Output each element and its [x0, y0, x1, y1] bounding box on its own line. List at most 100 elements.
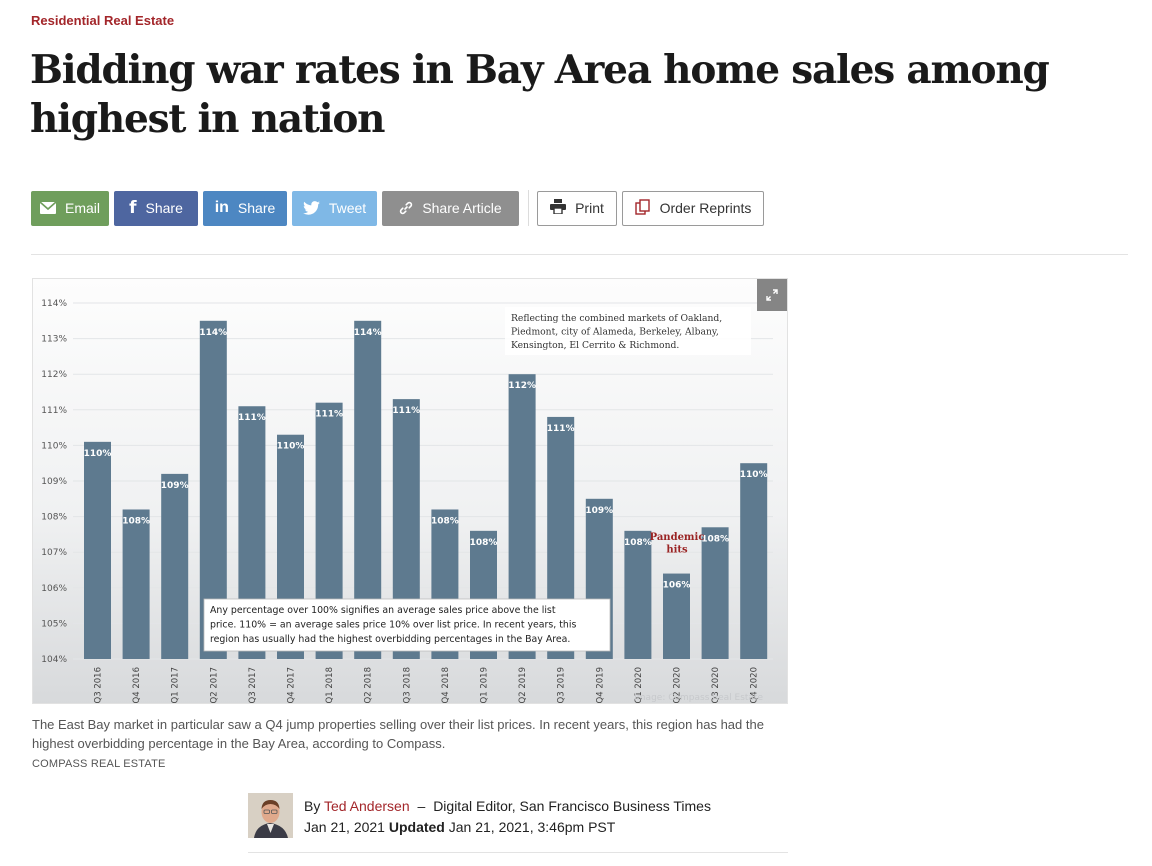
x-tick-label: Q1 2019: [480, 667, 490, 703]
x-tick-label: Q1 2020: [634, 667, 644, 703]
expand-icon: [765, 288, 779, 302]
updated-date: Jan 21, 2021, 3:46pm PST: [448, 819, 616, 835]
share-toolbar: Email f Share in Share Tweet Share Artic…: [31, 190, 769, 226]
y-tick-label: 105%: [41, 619, 67, 629]
byline-author-line: By Ted Andersen – Digital Editor, San Fr…: [304, 798, 711, 814]
data-label: 112%: [508, 381, 536, 391]
x-tick-label: Q4 2017: [287, 667, 297, 703]
x-tick-label: Q4 2016: [132, 667, 142, 703]
section-kicker[interactable]: Residential Real Estate: [31, 13, 175, 28]
y-tick-label: 111%: [41, 406, 67, 416]
top-note-text: Kensington, El Cerrito & Richmond.: [511, 340, 679, 351]
facebook-share-button[interactable]: f Share: [114, 190, 198, 226]
twitter-bird-icon: [302, 201, 320, 215]
print-button[interactable]: Print: [537, 190, 617, 226]
x-tick-label: Q2 2020: [673, 667, 683, 703]
data-label: 110%: [84, 449, 112, 459]
byline-dash: –: [417, 798, 426, 814]
data-label: 110%: [740, 470, 768, 480]
bidding-war-chart: 110% 108% 109% 114% 111% 110% 111% 114% 111% 108%…: [33, 279, 787, 703]
twitter-share-button[interactable]: Tweet: [292, 190, 377, 226]
data-label: 106%: [663, 581, 691, 591]
byline-date-line: Jan 21, 2021 Updated Jan 21, 2021, 3:46p…: [304, 819, 615, 835]
author-link[interactable]: Ted Andersen: [323, 798, 410, 814]
pandemic-annotation: hits: [666, 545, 688, 556]
bottom-note-text: price. 110% = an average sales price 10%…: [210, 620, 576, 631]
data-label: 109%: [161, 481, 189, 491]
top-note-text: Reflecting the combined markets of Oakla…: [511, 313, 722, 324]
email-share-label: Email: [64, 200, 100, 216]
data-label: 109%: [585, 506, 613, 516]
y-tick-label: 104%: [41, 655, 67, 665]
data-label: 108%: [701, 534, 729, 544]
email-share-button[interactable]: Email: [31, 190, 109, 226]
figure-caption: The East Bay market in particular saw a …: [32, 717, 764, 751]
data-label: 114%: [354, 328, 382, 338]
bar: [84, 441, 111, 659]
share-article-button[interactable]: Share Article: [382, 190, 519, 226]
top-note-box: [505, 307, 751, 355]
linkedin-share-button[interactable]: in Share: [203, 190, 287, 226]
order-reprints-button[interactable]: Order Reprints: [622, 190, 764, 226]
y-tick-label: 108%: [41, 513, 67, 523]
data-label: 108%: [122, 516, 150, 526]
figure-credit: COMPASS REAL ESTATE: [32, 758, 166, 770]
published-date: Jan 21, 2021: [304, 819, 385, 835]
y-tick-label: 114%: [41, 299, 67, 309]
author-avatar[interactable]: [248, 793, 293, 838]
y-tick-label: 106%: [41, 584, 67, 594]
x-tick-label: Q4 2020: [750, 667, 760, 703]
y-tick-label: 109%: [41, 477, 67, 487]
section-divider: [31, 254, 1128, 255]
x-tick-label: Q3 2017: [248, 667, 258, 703]
bottom-note-text: Any percentage over 100% signifies an av…: [210, 605, 556, 616]
byline: By Ted Andersen – Digital Editor, San Fr…: [248, 793, 788, 853]
data-label: 108%: [431, 516, 459, 526]
facebook-icon: f: [129, 198, 137, 218]
pandemic-annotation: Pandemic: [650, 532, 705, 543]
x-tick-label: Q1 2017: [171, 667, 181, 703]
x-tick-label: Q3 2019: [557, 667, 567, 703]
copy-icon: [634, 198, 651, 218]
data-label: 108%: [470, 538, 498, 548]
data-label: 111%: [547, 424, 575, 434]
twitter-share-label: Tweet: [328, 200, 367, 216]
linkedin-share-label: Share: [237, 200, 276, 216]
bottom-note-text: region has usually had the highest overb…: [210, 634, 570, 645]
envelope-icon: [39, 202, 56, 214]
bottom-note-box: [203, 598, 611, 652]
y-tick-label: 110%: [41, 441, 67, 451]
facebook-share-label: Share: [145, 200, 183, 216]
author-role: Digital Editor, San Francisco Business T…: [433, 798, 711, 814]
image-watermark: Image: Compass Real Estate: [634, 693, 763, 703]
bar: [740, 463, 768, 659]
x-tick-label: Q2 2019: [518, 667, 528, 703]
expand-image-button[interactable]: [757, 279, 787, 311]
top-note-text: Piedmont, city of Alameda, Berkeley, Alb…: [511, 327, 719, 338]
print-label: Print: [575, 200, 604, 216]
y-tick-label: 112%: [41, 370, 67, 380]
updated-label: Updated: [388, 819, 445, 835]
x-tick-label: Q3 2018: [402, 667, 412, 703]
bar: [122, 509, 150, 659]
printer-icon: [550, 199, 567, 217]
linkedin-icon: in: [214, 199, 229, 216]
x-tick-label: Q3 2016: [94, 667, 104, 703]
data-label: 114%: [199, 328, 227, 338]
data-label: 110%: [277, 442, 305, 452]
y-tick-label: 113%: [41, 335, 67, 345]
order-reprints-label: Order Reprints: [659, 200, 752, 216]
article-headline: Bidding war rates in Bay Area home sales…: [30, 47, 1050, 142]
bar: [161, 473, 189, 659]
byline-by: By: [304, 798, 321, 814]
x-tick-label: Q4 2019: [595, 667, 605, 703]
data-label: 111%: [392, 406, 420, 416]
share-article-label: Share Article: [422, 200, 502, 216]
data-label: 111%: [315, 410, 343, 420]
x-tick-label: Q4 2018: [441, 667, 451, 703]
data-label: 111%: [238, 413, 266, 423]
article-figure[interactable]: 110% 108% 109% 114% 111% 110% 111% 114% 111% 108%…: [32, 278, 788, 704]
x-tick-label: Q3 2020: [711, 667, 721, 703]
x-tick-label: Q2 2017: [209, 667, 219, 703]
bar: [624, 530, 652, 659]
